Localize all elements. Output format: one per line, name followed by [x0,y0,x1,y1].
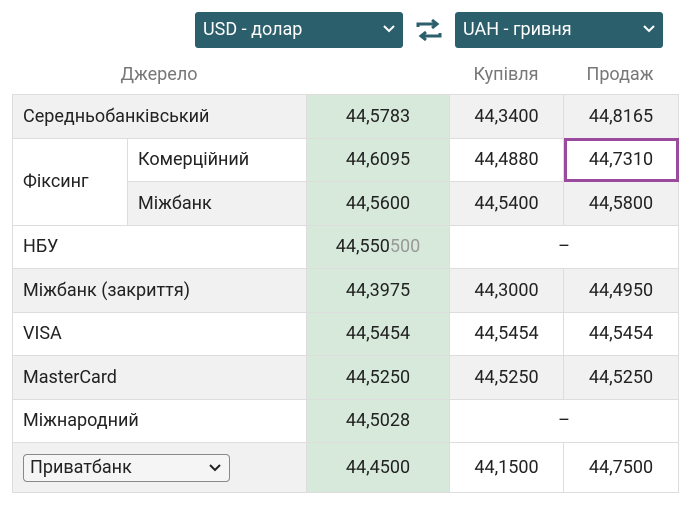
row: Міжбанк 44,5600 44,5400 44,5800 [13,181,679,226]
rates-table: Середньобанківський 44,5783 44,3400 44,8… [12,94,679,493]
sell: 44,5454 [563,311,679,356]
sell: 44,5250 [563,355,679,400]
chevron [209,463,221,471]
buy-sell: – [449,398,679,443]
source: Середньобанківський [12,94,307,139]
rate-extra: 500 [389,236,421,258]
bank-select[interactable]: Приватбанк [23,453,230,482]
row: Міжнародний 44,5028 – [12,398,679,443]
sell: 44,7500 [563,442,679,493]
buy-sell: – [449,224,679,269]
source: MasterCard [12,355,307,400]
sell: 44,5800 [563,181,679,226]
buy: 44,3000 [449,268,564,313]
row: Фіксинг Комерційний 44,6095 44,4880 44,7… [12,137,679,226]
row: Середньобанківський 44,5783 44,3400 44,8… [12,94,679,139]
swap-button[interactable] [414,18,444,42]
buy: 44,5250 [449,355,564,400]
buy: 44,4880 [449,137,564,182]
source: VISA [12,311,307,356]
rate: 44,550 [335,236,390,258]
row: Міжбанк (закриття) 44,3975 44,3000 44,49… [12,268,679,313]
sell: 44,8165 [563,94,679,139]
header-buy: Купівля [473,64,539,85]
to-currency: UAH - гривня [463,19,572,40]
buy: 44,5400 [449,181,564,226]
chevron [383,25,395,33]
rate: 44,4500 [306,442,450,493]
row: MasterCard 44,5250 44,5250 44,5250 [12,355,679,400]
sell: 44,7310 [563,137,679,182]
source: Міжбанк [127,181,307,226]
source: Комерційний [127,137,307,182]
rate: 44,3975 [306,268,450,313]
sell: 44,4950 [563,268,679,313]
source-cell: Приватбанк [12,442,307,493]
buy: 44,1500 [449,442,564,493]
to-currency-select[interactable]: UAH - гривня [455,12,663,48]
rate-cell: 44,550500 [306,224,450,269]
header-sell: Продаж [586,64,654,85]
chevron [643,25,655,33]
rate: 44,6095 [306,137,450,182]
buy: 44,3400 [449,94,564,139]
rate: 44,5028 [306,398,450,443]
source: Міжнародний [12,398,307,443]
from-currency: USD - долар [203,19,303,40]
source: Міжбанк (закриття) [12,268,307,313]
rate: 44,5783 [306,94,450,139]
source: НБУ [12,224,307,269]
row: VISA 44,5454 44,5454 44,5454 [12,311,679,356]
row: НБУ 44,550500 – [12,224,679,269]
buy: 44,5454 [449,311,564,356]
header-source: Джерело [120,64,198,85]
row: Приватбанк 44,4500 44,1500 44,7500 [12,442,679,493]
source: Приватбанк [30,456,132,478]
group: Фіксинг [12,137,128,226]
rate: 44,5600 [306,181,450,226]
from-currency-select[interactable]: USD - долар [195,12,403,48]
rate: 44,5454 [306,311,450,356]
rate: 44,5250 [306,355,450,400]
